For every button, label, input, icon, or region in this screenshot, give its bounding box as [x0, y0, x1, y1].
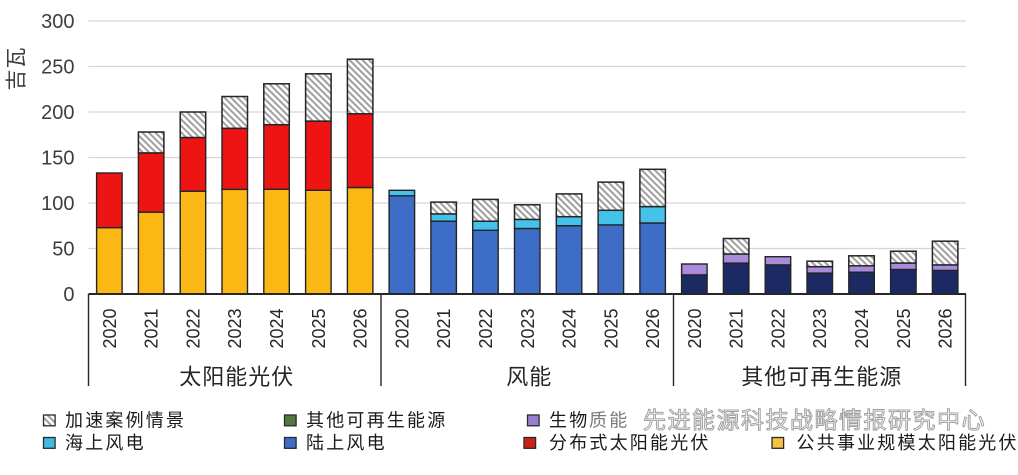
svg-text:2022: 2022 — [184, 308, 204, 348]
svg-text:海上风电: 海上风电 — [65, 433, 146, 453]
svg-text:2020: 2020 — [100, 308, 120, 348]
svg-text:2026: 2026 — [936, 308, 956, 348]
svg-text:2022: 2022 — [476, 308, 496, 348]
svg-text:2024: 2024 — [560, 308, 580, 348]
svg-text:分布式太阳能光伏: 分布式太阳能光伏 — [549, 433, 711, 453]
svg-text:太阳能光伏: 太阳能光伏 — [179, 365, 294, 390]
svg-text:200: 200 — [41, 102, 74, 124]
svg-text:0: 0 — [63, 284, 74, 306]
svg-text:2023: 2023 — [518, 308, 538, 348]
svg-text:2021: 2021 — [142, 308, 162, 348]
svg-text:质能: 质能 — [589, 411, 629, 431]
svg-text:250: 250 — [41, 57, 74, 79]
svg-text:2025: 2025 — [309, 308, 329, 348]
svg-text:加速案例情景: 加速案例情景 — [65, 411, 186, 431]
svg-text:2023: 2023 — [225, 308, 245, 348]
svg-text:2024: 2024 — [267, 308, 287, 348]
svg-text:50: 50 — [52, 239, 74, 261]
svg-text:2026: 2026 — [351, 308, 371, 348]
svg-text:风能: 风能 — [506, 365, 552, 390]
svg-text:2026: 2026 — [643, 308, 663, 348]
svg-text:2022: 2022 — [769, 308, 789, 348]
svg-text:300: 300 — [41, 11, 74, 33]
svg-text:吉瓦: 吉瓦 — [6, 47, 29, 91]
svg-text:2025: 2025 — [601, 308, 621, 348]
svg-text:2021: 2021 — [434, 308, 454, 348]
svg-text:先进能源科技战略情报研究中心: 先进能源科技战略情报研究中心 — [643, 407, 986, 433]
svg-text:其他可再生能源: 其他可再生能源 — [741, 365, 902, 390]
svg-text:其他可再生能源: 其他可再生能源 — [306, 411, 447, 431]
svg-text:生物: 生物 — [549, 411, 589, 431]
svg-text:2023: 2023 — [810, 308, 830, 348]
svg-text:100: 100 — [41, 193, 74, 215]
svg-text:2024: 2024 — [852, 308, 872, 348]
svg-text:公共事业规模太阳能光伏: 公共事业规模太阳能光伏 — [797, 433, 1018, 453]
svg-text:陆上风电: 陆上风电 — [306, 433, 387, 453]
svg-text:150: 150 — [41, 148, 74, 170]
svg-text:2020: 2020 — [392, 308, 412, 348]
svg-text:2025: 2025 — [894, 308, 914, 348]
svg-text:2021: 2021 — [727, 308, 747, 348]
svg-text:2020: 2020 — [685, 308, 705, 348]
